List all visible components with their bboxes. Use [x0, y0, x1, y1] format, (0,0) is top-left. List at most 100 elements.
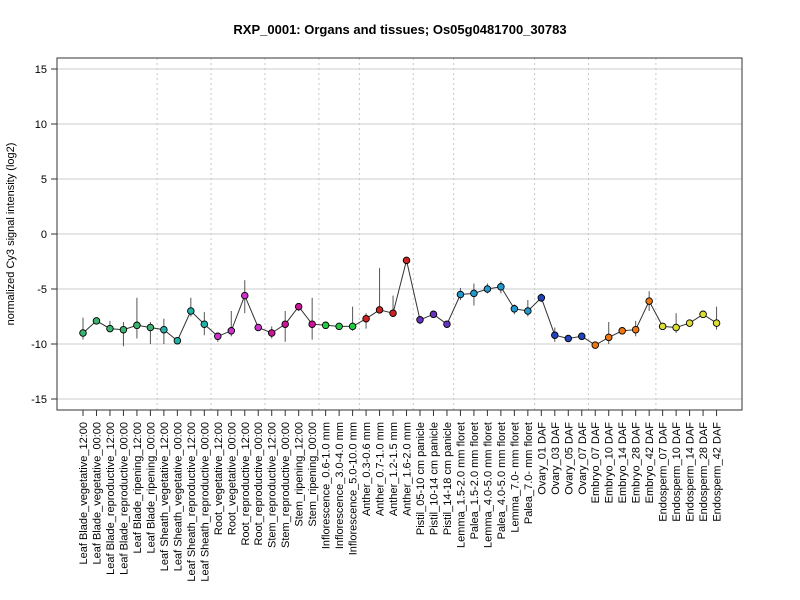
x-tick-label: Endosperm_42 DAF	[712, 422, 724, 522]
x-tick-label: Embryo_42 DAF	[644, 422, 656, 504]
category-labels: Leaf Blade_vegetative_12:00 Leaf Blade_ve…	[78, 422, 724, 582]
x-tick-label: Leaf Blade_reproductive_00:00	[118, 422, 130, 575]
y-tick-label: -10	[31, 339, 47, 351]
data-point	[106, 324, 114, 333]
data-point	[618, 327, 626, 335]
data-point	[173, 336, 182, 345]
data-point	[685, 319, 694, 327]
x-tick-label: Stem_ripening_12:00	[294, 422, 306, 527]
x-tick-label: Anther_0.3-0.6 mm	[361, 422, 373, 516]
data-point	[294, 302, 303, 311]
data-point	[79, 329, 87, 337]
data-point	[497, 283, 505, 291]
x-tick-label: Endosperm_14 DAF	[685, 422, 697, 522]
x-tick-label: Embryo_28 DAF	[631, 422, 643, 504]
data-point	[402, 256, 411, 265]
y-axis-label: normalized Cy3 signal intensity (log2)	[5, 143, 17, 326]
data-point	[267, 329, 276, 337]
x-tick-label: Lemma_1.5-2.0 mm floret	[455, 422, 467, 548]
data-point	[645, 297, 653, 305]
data-point	[335, 322, 343, 331]
data-point	[658, 322, 667, 331]
data-point	[631, 325, 640, 334]
data-point	[187, 307, 195, 315]
data-point	[92, 317, 101, 325]
data-point	[348, 322, 357, 331]
data-point	[510, 305, 519, 313]
data-point	[119, 325, 128, 334]
x-tick-label: Anther_1.6-2.0 mm	[402, 422, 414, 516]
data-point	[281, 320, 289, 328]
data-point	[551, 331, 559, 339]
data-point	[443, 320, 451, 328]
data-point	[214, 332, 222, 341]
data-point	[591, 341, 599, 349]
x-tick-label: Anther_1.2-1.5 mm	[388, 422, 400, 516]
y-tick-label: 5	[41, 174, 47, 186]
x-tick-label: Root_vegetative_12:00	[213, 422, 225, 535]
data-point	[160, 325, 168, 334]
data-point	[133, 321, 141, 330]
data-point	[375, 306, 384, 314]
x-tick-label: Embryo_07 DAF	[590, 422, 602, 504]
x-tick-label: Leaf Blade_ripening_00:00	[145, 422, 157, 554]
y-tick-label: 15	[35, 64, 47, 76]
x-tick-label: Leaf Sheath_reproductive_12:00	[186, 422, 198, 582]
x-tick-label: Anther_0.7-1.0 mm	[375, 422, 387, 516]
data-point	[146, 323, 155, 332]
data-point	[699, 310, 707, 319]
x-tick-label: Ovary_05 DAF	[563, 422, 575, 495]
x-tick-label: Embryo_10 DAF	[604, 422, 616, 504]
x-tick-label: Root_reproductive_00:00	[253, 422, 265, 546]
data-point	[321, 321, 330, 330]
x-tick-label: Leaf Blade_vegetative_00:00	[91, 422, 103, 565]
data-point	[456, 290, 465, 299]
x-tick-label: Palea_7.0- mm floret	[523, 422, 535, 524]
x-tick-label: Ovary_07 DAF	[577, 422, 589, 495]
chart-title: RXP_0001: Organs and tissues; Os05g04817…	[233, 22, 566, 37]
x-tick-label: Endosperm_07 DAF	[658, 422, 670, 522]
y-tick-label: 10	[35, 119, 47, 131]
x-tick-label: Stem_ripening_00:00	[307, 422, 319, 527]
x-tick-label: Root_reproductive_12:00	[240, 422, 252, 546]
x-tick-label: Leaf Blade_reproductive_12:00	[105, 422, 117, 575]
x-tick-label: Stem_reproductive_00:00	[280, 422, 292, 548]
data-point	[254, 323, 262, 332]
x-tick-label: Inflorescence_0.6-1.0 mm	[321, 422, 333, 549]
y-tick-label: 0	[41, 229, 47, 241]
data-point	[564, 334, 573, 343]
data-point	[241, 291, 249, 300]
x-tick-label: Leaf Sheath_vegetative_00:00	[172, 422, 184, 571]
x-tick-label: Ovary_01 DAF	[536, 422, 548, 495]
data-point	[604, 333, 613, 342]
x-tick-label: Palea_1.5-2.0 mm floret	[469, 422, 481, 539]
axes: -15 -10 -5 0 5 10 15	[31, 57, 743, 416]
x-tick-label: Palea_4.0-5.0 mm floret	[496, 422, 508, 539]
x-tick-label: Inflorescence_5.0-10.0 mm	[348, 422, 360, 555]
x-tick-label: Embryo_14 DAF	[617, 422, 629, 504]
data-point	[712, 319, 721, 327]
x-tick-label: Pistil_05-10 cm panicle	[415, 422, 427, 535]
data-point	[483, 285, 492, 293]
x-tick-label: Endosperm_10 DAF	[671, 422, 683, 522]
y-tick-label: -15	[31, 394, 47, 406]
x-tick-label: Stem_reproductive_12:00	[267, 422, 279, 548]
data-point	[537, 294, 546, 302]
data-point	[416, 316, 424, 324]
grid	[57, 58, 742, 410]
x-tick-label: Lemma_4.0-5.0 mm floret	[482, 422, 494, 548]
x-tick-label: Ovary_03 DAF	[550, 422, 562, 495]
data-point	[308, 320, 316, 328]
data-point	[227, 327, 236, 335]
data-point	[429, 310, 438, 319]
x-tick-label: Pistil_14-18 cm panicle	[442, 422, 454, 535]
data-point	[389, 309, 397, 317]
x-tick-label: Leaf Blade_vegetative_12:00	[78, 422, 90, 565]
x-tick-label: Leaf Blade_ripening_12:00	[132, 422, 144, 554]
x-tick-label: Root_vegetative_00:00	[226, 422, 238, 535]
data-point	[470, 289, 478, 298]
x-tick-label: Inflorescence_3.0-4.0 mm	[334, 422, 346, 549]
data-point	[200, 320, 209, 328]
data-point	[672, 323, 680, 332]
